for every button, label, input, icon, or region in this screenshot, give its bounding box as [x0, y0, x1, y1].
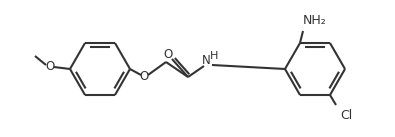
Text: O: O	[45, 59, 55, 72]
Text: H: H	[210, 51, 218, 61]
Text: N: N	[201, 55, 211, 68]
Text: O: O	[164, 48, 173, 62]
Text: NH₂: NH₂	[303, 14, 327, 27]
Text: Cl: Cl	[340, 109, 352, 122]
Text: O: O	[139, 71, 149, 83]
